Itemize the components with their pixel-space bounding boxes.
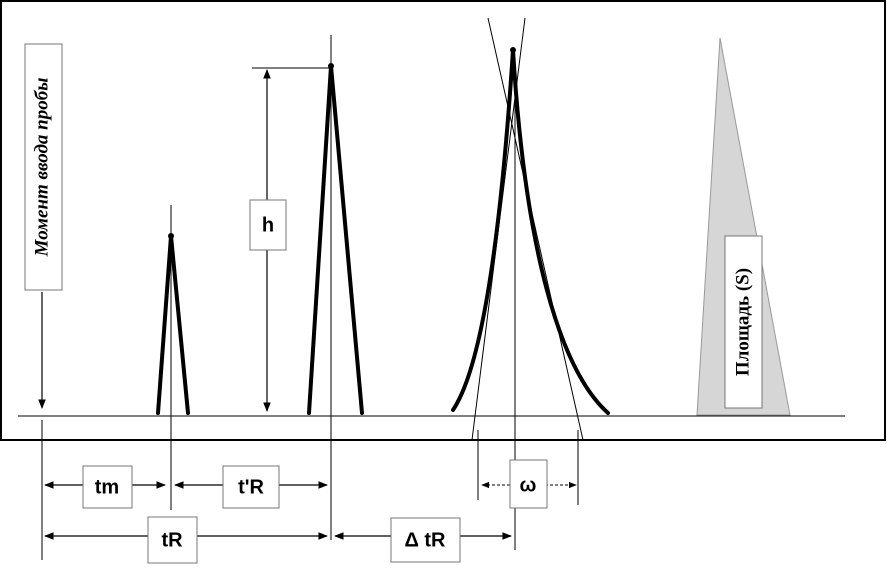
delta-tr-box — [390, 517, 461, 563]
tr-label: tR — [161, 529, 183, 551]
t-prime-r-box — [222, 465, 280, 509]
tm-label: tm — [95, 476, 119, 498]
height-label: h — [262, 214, 274, 236]
area-box — [724, 235, 763, 409]
peak-3-apex — [510, 47, 516, 53]
t-prime-r-label: t'R — [238, 476, 264, 498]
tm-box — [82, 465, 133, 509]
tr-box — [147, 516, 198, 564]
area-triangle — [696, 37, 791, 416]
tangent-left — [471, 17, 526, 441]
tangent-right — [487, 17, 584, 441]
omega-box — [509, 459, 548, 509]
area-label: Площадь (S) — [732, 268, 753, 376]
injection-label: Момент ввода пробы — [31, 78, 52, 258]
height-box — [249, 199, 287, 251]
omega-label: ω — [520, 474, 537, 496]
delta-tr-label: Δ tR — [404, 529, 446, 551]
injection-box — [24, 43, 63, 291]
